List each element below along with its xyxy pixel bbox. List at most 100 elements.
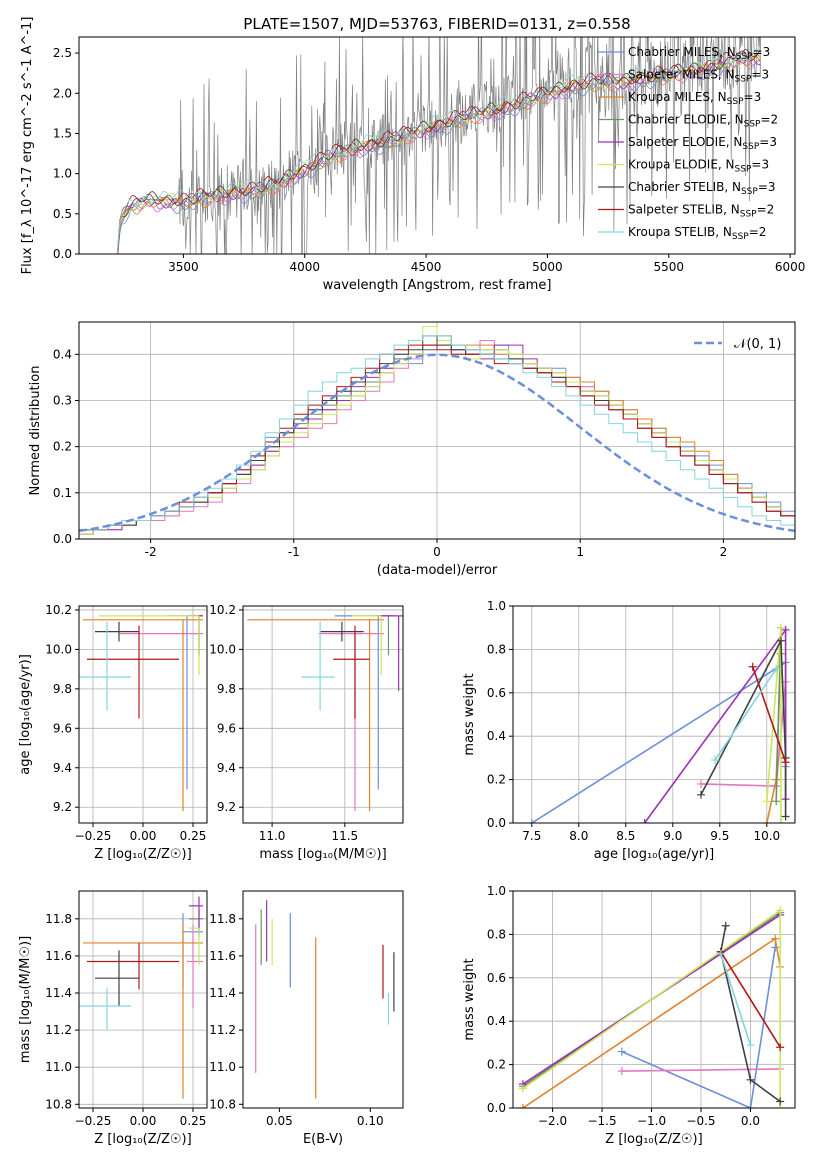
legend-suffix: =3 — [753, 45, 771, 59]
y-tick-label: 0.2 — [53, 440, 72, 454]
plot-area — [527, 623, 790, 823]
y-tick-label: 0.0 — [53, 247, 72, 261]
plus-marker — [640, 819, 649, 823]
legend-suffix: =3 — [759, 135, 777, 149]
y-axis-label: mass weight — [462, 958, 477, 1040]
legend-entry: Kroupa STELIB, NSSP=2 — [628, 225, 766, 242]
y-tick-label: 10.8 — [45, 1097, 72, 1111]
legend-suffix: =2 — [757, 203, 775, 217]
plus-marker — [721, 921, 730, 930]
model-line — [117, 50, 761, 247]
y-tick-label: 9.8 — [217, 682, 236, 696]
panel-age-vs-mass: 11.0 11.5 9.2 9.4 9.6 9.8 10.0 10.2 mass [log₁₀(… — [209, 603, 404, 862]
x-tick-label: 7.5 — [522, 829, 541, 843]
observed-spectrum — [120, 37, 761, 254]
y-tick-label: 0.8 — [487, 642, 506, 656]
normal-curve — [79, 353, 795, 533]
y-tick-label: 0.4 — [487, 729, 506, 743]
y-tick-label: 9.8 — [53, 682, 72, 696]
x-tick-label: −0.25 — [75, 829, 112, 843]
y-axis-label: age [log₁₀(age/yr)] — [18, 654, 33, 775]
x-tick-label: 6000 — [775, 260, 806, 274]
x-tick-label: 3500 — [168, 260, 199, 274]
y-tick-label: 9.4 — [217, 761, 236, 775]
plus-marker — [776, 906, 785, 915]
x-tick-label: 0 — [433, 545, 441, 559]
axis-frame — [512, 890, 796, 1109]
legend-suffix: =3 — [751, 68, 769, 82]
weight-line — [720, 953, 752, 1046]
x-tick-label: 8.0 — [569, 829, 588, 843]
x-tick-label: 9.0 — [663, 829, 682, 843]
plus-marker — [617, 1047, 626, 1056]
plus-marker — [781, 758, 790, 767]
x-tick-label: 0.25 — [180, 1114, 207, 1128]
plus-marker — [776, 1043, 785, 1052]
y-tick-label: 9.6 — [53, 721, 72, 735]
y-tick-label: 11.4 — [209, 986, 236, 1000]
legend: 𝒩(0, 1) — [694, 337, 781, 352]
y-tick-label: 10.2 — [209, 603, 236, 617]
legend-suffix: =3 — [751, 158, 769, 172]
legend-entry: Salpeter ELODIE, NSSP=3 — [628, 135, 777, 152]
x-tick-label: −1.0 — [637, 1114, 666, 1128]
y-tick-label: 0.6 — [487, 686, 506, 700]
y-tick-label: 0.1 — [53, 486, 72, 500]
y-tick-label: 11.0 — [209, 1060, 236, 1074]
y-tick-label: 0.0 — [487, 816, 506, 830]
weight-line — [720, 951, 781, 1048]
plot-area — [518, 906, 785, 1108]
weight-line — [751, 666, 787, 763]
y-tick-label: 2.0 — [53, 86, 72, 100]
legend-subscript: SSP — [741, 187, 758, 197]
plus-marker — [776, 636, 785, 645]
y-tick-label: 11.8 — [45, 912, 72, 926]
legend-suffix: =3 — [758, 180, 776, 194]
plus-marker — [771, 943, 780, 952]
y-tick-label: 0.4 — [487, 1014, 506, 1028]
legend-subscript: SSP — [736, 52, 753, 62]
plot-area — [79, 326, 795, 535]
legend-entry: Salpeter MILES, NSSP=3 — [628, 68, 769, 85]
y-tick-label: 10.0 — [45, 642, 72, 656]
x-tick-label: 9.5 — [710, 829, 729, 843]
weight-line — [714, 668, 777, 761]
y-tick-label: 1.0 — [487, 599, 506, 613]
plus-marker — [617, 1067, 626, 1076]
x-tick-label: 1 — [576, 545, 584, 559]
panel-spectrum: 3500 4000 4500 5000 5500 6000 0.0 0.5 1.0 1.5 2.0 2… — [20, 17, 806, 293]
y-tick-label: 0.2 — [487, 773, 506, 787]
grid-lines — [79, 606, 207, 823]
y-tick-label: 9.6 — [217, 721, 236, 735]
x-tick-label: 10.0 — [753, 829, 780, 843]
x-tick-label: 11.5 — [331, 829, 358, 843]
legend-subscript: SSP — [742, 142, 759, 152]
x-tick-label: 0.00 — [130, 1114, 157, 1128]
plus-marker — [711, 756, 720, 765]
plot-area — [79, 615, 203, 812]
y-tick-label: 9.4 — [53, 761, 72, 775]
plot-area — [247, 615, 403, 812]
y-tick-label: 1.0 — [487, 884, 506, 898]
y-tick-label: 0.0 — [53, 532, 72, 546]
x-tick-label: −2.0 — [538, 1114, 567, 1128]
y-tick-label: 10.8 — [209, 1097, 236, 1111]
plot-area — [117, 37, 761, 254]
legend-entry: Chabrier STELIB, NSSP=3 — [628, 180, 776, 197]
legend-suffix: =2 — [749, 225, 767, 239]
legend-entry: Salpeter STELIB, NSSP=2 — [628, 203, 774, 220]
y-tick-label: 0.2 — [487, 1058, 506, 1072]
plus-marker — [697, 790, 705, 799]
plus-marker — [518, 1104, 527, 1108]
model-line — [117, 54, 761, 254]
y-tick-label: 10.0 — [209, 642, 236, 656]
plus-marker — [776, 623, 785, 632]
y-axis-label: mass [log₁₀(M/M☉)] — [18, 936, 33, 1063]
weight-line — [700, 637, 787, 817]
legend-entry: Kroupa ELODIE, NSSP=3 — [628, 158, 769, 175]
y-tick-label: 11.6 — [209, 949, 236, 963]
plus-marker — [762, 819, 771, 823]
x-tick-label: 4500 — [411, 260, 442, 274]
panel-age-vs-z: −0.25 0.00 0.25 9.2 9.4 9.6 9.8 10.0 10.2 Z [log₁… — [18, 603, 208, 862]
